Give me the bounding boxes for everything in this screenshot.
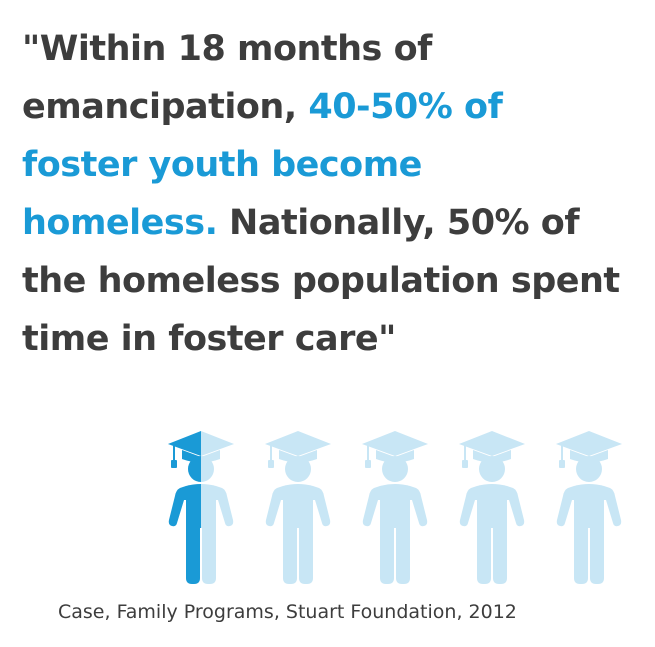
source-citation: Case, Family Programs, Stuart Foundation… [58, 601, 517, 623]
graduate-person-icon [556, 431, 622, 584]
quote-line-3: foster youth become [22, 145, 422, 185]
quote-line-6: time in foster care" [22, 319, 396, 359]
graduate-person-icon [362, 431, 428, 584]
highlight-statistic: 40-50% of [308, 87, 503, 127]
quote-text: "Within 18 months of emancipation, 40-50… [22, 20, 642, 368]
graduate-person-icon [459, 431, 525, 584]
highlight-homeless: homeless. [22, 203, 218, 243]
quote-line-4-text: Nationally, 50% of [217, 203, 580, 243]
quote-line-2: emancipation, 40-50% of [22, 78, 642, 136]
graduate-person-icon [265, 431, 331, 584]
quote-line-5: the homeless population spent [22, 261, 620, 301]
graduate-person-icon [168, 431, 234, 584]
quote-line-2-text: emancipation, [22, 87, 309, 127]
graduate-figures [160, 428, 640, 584]
quote-line-1: "Within 18 months of [22, 29, 432, 69]
quote-line-4: homeless. Nationally, 50% of [22, 194, 642, 252]
